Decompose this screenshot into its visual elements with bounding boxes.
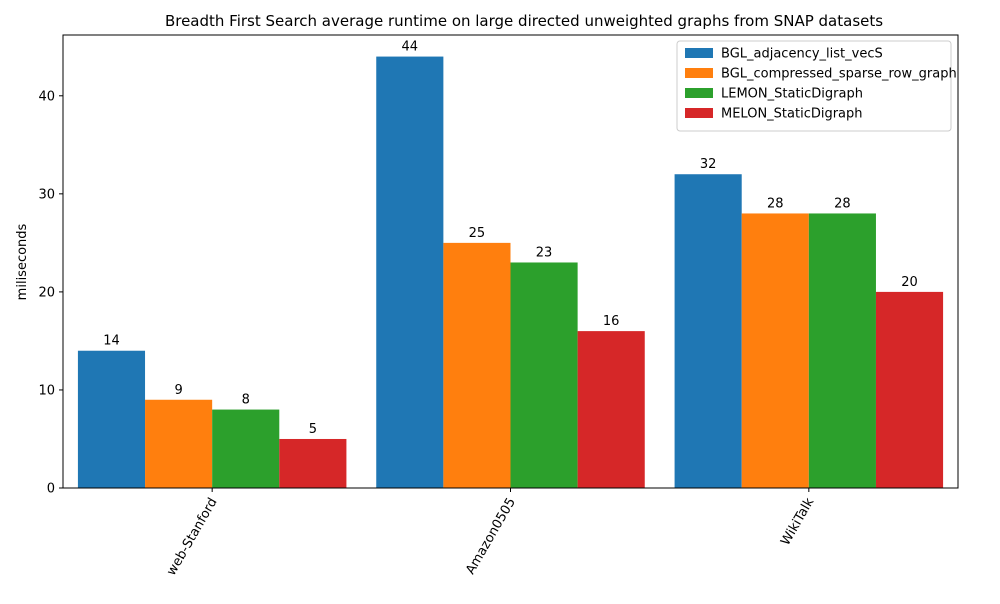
legend-swatch: [685, 48, 713, 58]
data-labels-layer: 14 44 32 9 25 28 8 23 28 5 16 20: [103, 40, 918, 437]
bar-value-label: 16: [603, 314, 620, 329]
bar-value-label: 25: [469, 226, 486, 241]
bar: [875, 291, 944, 488]
bar-value-label: 44: [402, 40, 419, 55]
legend-entry-label: LEMON_StaticDigraph: [721, 87, 863, 102]
bars-layer: [77, 56, 944, 489]
y-axis-label: miliseconds: [15, 223, 30, 300]
bar-value-label: 28: [767, 196, 784, 211]
chart-title: Breadth First Search average runtime on …: [165, 12, 883, 30]
bar-value-label: 8: [242, 393, 250, 408]
legend-swatch: [685, 68, 713, 78]
bar: [577, 331, 645, 488]
bar-value-label: 32: [700, 157, 717, 172]
bar: [376, 56, 444, 488]
bar-value-label: 23: [536, 245, 553, 260]
bar: [212, 409, 280, 488]
legend-frame: [676, 40, 952, 132]
bar: [741, 213, 809, 489]
legend: BGL_adjacency_list_vecS BGL_compressed_sp…: [676, 40, 957, 132]
bar-value-label: 20: [901, 275, 918, 290]
legend-swatch: [685, 88, 713, 98]
bar: [510, 262, 578, 488]
legend-swatch: [685, 108, 713, 118]
bar-value-label: 9: [174, 383, 182, 398]
bar: [808, 213, 876, 489]
bar: [674, 174, 742, 488]
bar: [279, 438, 347, 488]
legend-entry-label: MELON_StaticDigraph: [721, 107, 863, 122]
bar: [443, 242, 511, 488]
bar: [145, 399, 213, 488]
bar-value-label: 28: [834, 196, 851, 211]
y-tick-label: 0: [47, 482, 55, 497]
y-tick-label: 40: [38, 89, 55, 104]
x-tick-label: web-Stanford: [164, 496, 221, 579]
bar-value-label: 5: [309, 422, 317, 437]
y-tick-label: 10: [38, 383, 55, 398]
legend-entry-label: BGL_compressed_sparse_row_graph: [721, 67, 957, 82]
y-tick-label: 20: [38, 285, 55, 300]
x-tick-label: Amazon0505: [463, 496, 519, 578]
y-tick-label: 30: [38, 187, 55, 202]
bar: [77, 350, 146, 488]
bar-value-label: 14: [103, 334, 120, 349]
legend-entry-label: BGL_adjacency_list_vecS: [721, 47, 883, 62]
x-tick-label: WikiTalk: [778, 495, 817, 548]
